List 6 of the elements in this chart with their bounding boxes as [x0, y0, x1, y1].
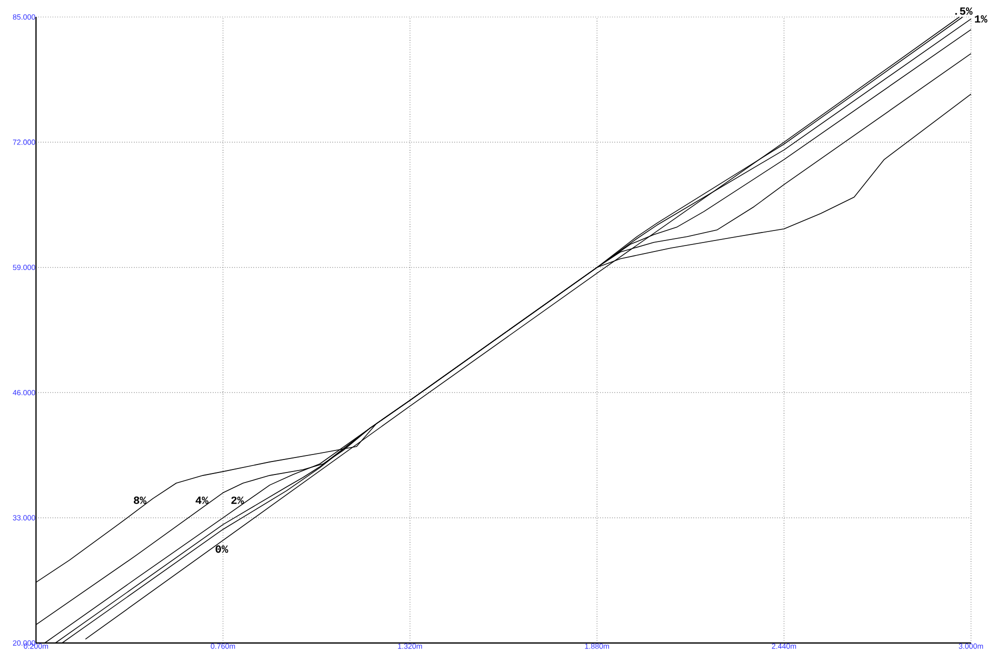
series-label: 4% — [196, 496, 208, 504]
series-label: 1% — [974, 15, 988, 23]
series-label: 0% — [216, 545, 228, 553]
series-label: 8% — [134, 496, 146, 504]
series-label: .5% — [955, 7, 973, 15]
series-label: 2% — [231, 496, 244, 504]
